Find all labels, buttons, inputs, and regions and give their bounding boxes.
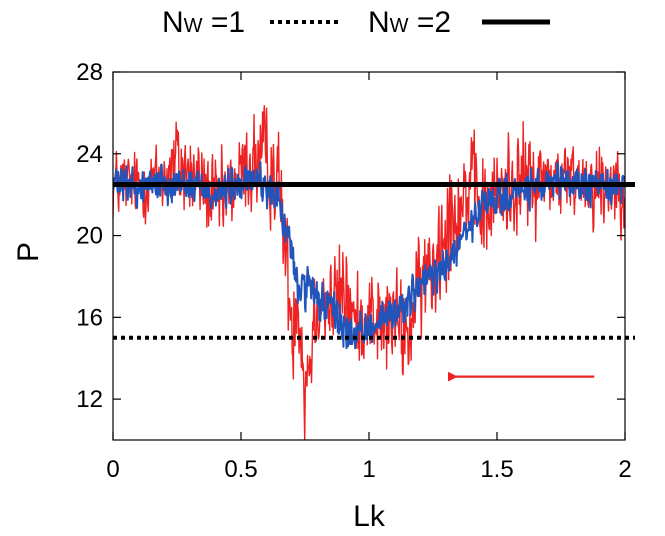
y-tick-label: 16	[76, 304, 103, 331]
y-tick-label: 20	[76, 223, 103, 250]
legend: NW =1 NW =2	[162, 6, 550, 39]
series-line-2	[113, 161, 625, 350]
y-tick-label: 24	[76, 141, 103, 168]
x-tick-label: 0	[106, 456, 119, 483]
y-tick-label: 12	[76, 386, 103, 413]
legend-label-2: NW =2	[368, 6, 451, 39]
x-axis-label: Lk	[353, 500, 386, 533]
y-tick-label: 28	[76, 59, 103, 86]
x-tick-label: 1.5	[480, 456, 513, 483]
x-tick-label: 2	[618, 456, 631, 483]
series-line-1	[113, 104, 625, 440]
x-tick-label: 1	[362, 456, 375, 483]
x-tick-label: 0.5	[224, 456, 257, 483]
y-axis-label: P	[12, 242, 45, 262]
plot-frame	[112, 71, 626, 441]
legend-label-1: NW =1	[162, 6, 245, 39]
